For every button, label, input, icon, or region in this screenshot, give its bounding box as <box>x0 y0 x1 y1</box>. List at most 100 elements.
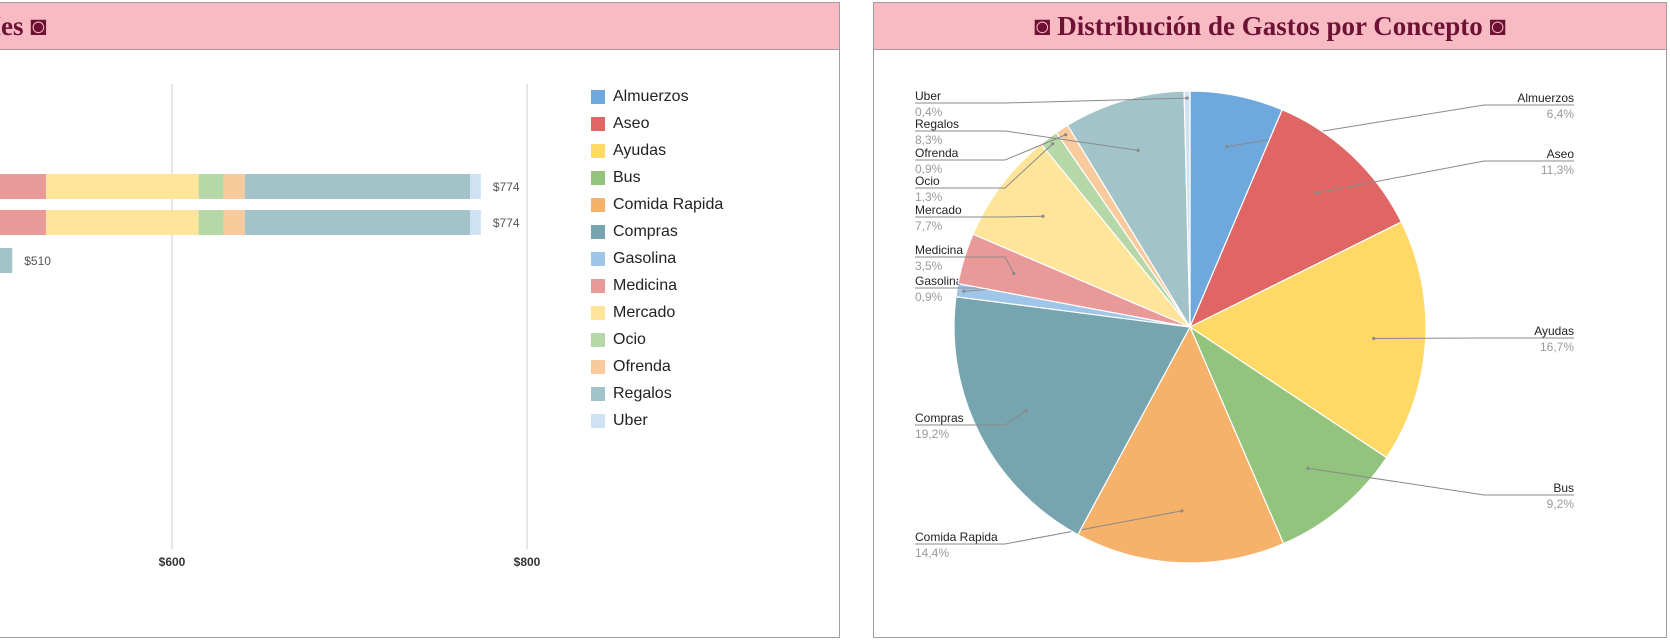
pie-chart-title: ◙ Distribución de Gastos por Concepto ◙ <box>874 3 1666 50</box>
bar-chart-plot: $600 $800 $774 $774 $510 <box>0 84 541 569</box>
legend-label: Almuerzos <box>613 87 689 105</box>
legend-label: Ofrenda <box>613 357 671 375</box>
slice-percent: 8,3% <box>915 133 943 147</box>
bar-segment-medicina <box>0 210 46 235</box>
legend-item: Compras <box>591 218 723 245</box>
legend-label: Bus <box>613 168 641 186</box>
bar-segment-ocio <box>198 174 224 199</box>
leader-line <box>915 130 1139 151</box>
leader-dot <box>1041 214 1045 218</box>
leader-line <box>915 256 1015 274</box>
pie-slice-bus <box>1188 325 1388 545</box>
leader-line <box>915 510 1183 545</box>
slice-percent: 1,3% <box>915 190 943 204</box>
bar-segment-mercado <box>45 174 199 199</box>
leader-line <box>1373 337 1574 340</box>
legend-swatch <box>591 224 605 239</box>
leader-dot <box>1185 96 1189 100</box>
legend-item: Mercado <box>591 299 723 326</box>
slice-percent: 6,4% <box>1547 107 1575 121</box>
legend-label: Compras <box>613 222 678 240</box>
x-tick-label: $600 <box>159 555 186 569</box>
leader-dot <box>1225 145 1229 149</box>
legend-swatch <box>591 332 605 347</box>
legend-label: Medicina <box>613 276 678 294</box>
bar-segment-ofrenda <box>223 174 245 199</box>
legend-label: Aseo <box>613 114 650 132</box>
slice-percent: 19,2% <box>915 427 949 441</box>
bar-segment-mercado <box>45 210 199 235</box>
leader-line <box>1307 467 1574 496</box>
legend-item: Gasolina <box>591 245 723 272</box>
legend-swatch <box>591 197 605 212</box>
slice-label: Mercado <box>915 203 962 217</box>
leader-dot <box>1180 509 1184 513</box>
legend-swatch <box>591 278 605 293</box>
leader-dot <box>1051 142 1055 146</box>
leader-dot <box>1314 191 1318 195</box>
leader-dot <box>1372 336 1376 341</box>
slice-percent: 16,7% <box>1540 340 1574 354</box>
slice-label: Comida Rapida <box>915 530 998 544</box>
slice-label: Gasolina <box>915 274 963 288</box>
slice-label: Ofrenda <box>915 146 959 160</box>
legend-item: Ofrenda <box>591 353 723 380</box>
slice-label: Almuerzos <box>1517 91 1574 105</box>
bar-segment-regalos <box>244 210 471 235</box>
legend-item: Ayudas <box>591 137 723 164</box>
bar-segment-ocio <box>198 210 224 235</box>
slice-percent: 11,3% <box>1541 163 1574 177</box>
legend-item: Regalos <box>591 380 723 407</box>
slice-label: Regalos <box>915 117 959 131</box>
slice-percent: 14,4% <box>915 546 949 560</box>
pie-slice-compras <box>953 296 1191 536</box>
legend-swatch <box>591 305 605 320</box>
slice-label: Bus <box>1553 481 1574 495</box>
slice-percent: 3,5% <box>915 259 943 273</box>
leader-dot <box>1012 271 1016 276</box>
legend-item: Ocio <box>591 326 723 353</box>
pie-slice-comida-rapida <box>1076 325 1285 564</box>
legend-label: Mercado <box>613 303 676 321</box>
leader-dot <box>1064 133 1068 137</box>
bar-value-label: $510 <box>24 254 51 268</box>
slice-label: Aseo <box>1547 147 1575 161</box>
legend-item: Aseo <box>591 110 723 137</box>
pie-chart-plot: Almuerzos 6,4% Aseo 11,3% Ayudas 16,7% Bus 9,2%… <box>915 89 1575 564</box>
leader-line <box>1316 160 1574 194</box>
bar-segment-ofrenda <box>223 210 245 235</box>
legend-swatch <box>591 359 605 374</box>
bar-value-label: $774 <box>493 180 520 194</box>
leader-line <box>915 97 1188 104</box>
legend-item: Almuerzos <box>591 83 723 110</box>
slice-percent: 0,4% <box>915 105 943 119</box>
leader-line <box>915 215 1044 218</box>
bar-chart-title: ◙ Gastos por Mes ◙ <box>0 3 839 50</box>
slice-percent: 0,9% <box>915 162 943 176</box>
leader-dot <box>962 289 966 293</box>
legend-swatch <box>591 116 605 131</box>
slice-percent: 7,7% <box>915 219 943 233</box>
bar-segment-medicina <box>0 174 46 199</box>
leader-dot <box>1024 409 1028 413</box>
bar-segment-regalos <box>0 248 13 273</box>
legend-swatch <box>591 89 605 104</box>
legend-swatch <box>591 251 605 266</box>
legend-swatch <box>591 170 605 185</box>
bar-value-label: $774 <box>493 216 520 230</box>
bar-segment-uber <box>470 174 481 199</box>
legend-label: Comida Rapida <box>613 195 724 213</box>
slice-label: Medicina <box>915 243 963 257</box>
pie-slice-ayudas <box>1188 221 1427 459</box>
legend-label: Ayudas <box>613 141 667 159</box>
leader-line <box>915 134 1066 161</box>
leader-dot <box>1136 148 1140 152</box>
slice-percent: 9,2% <box>1547 497 1575 511</box>
legend-item: Uber <box>591 407 723 434</box>
legend-label: Regalos <box>613 384 672 402</box>
pie-slice-regalos <box>1066 90 1191 330</box>
bar-segment-regalos <box>244 174 471 199</box>
bar-chart-legend: Almuerzos Aseo Ayudas Bus Comida Rapida Compr… <box>591 83 723 434</box>
pie-slice-aseo <box>1188 108 1403 329</box>
legend-swatch <box>591 413 605 428</box>
